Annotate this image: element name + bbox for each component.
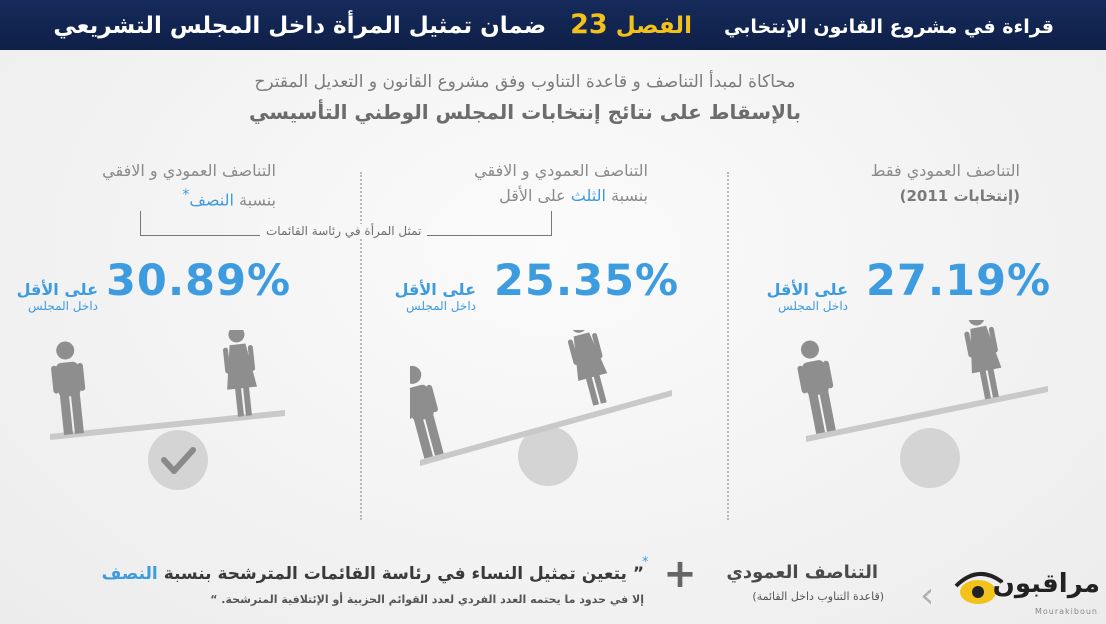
left-seesaw (48, 330, 285, 490)
middle-column-title: التناصف العمودي و الافقي (474, 161, 648, 180)
left-column-title: التناصف العمودي و الافقي (102, 161, 276, 180)
quote-detail: إلا في حدود ما يحتمه العدد الفردي لعدد ا… (210, 593, 644, 606)
middle-beam (420, 390, 672, 466)
intro-line-1: محاكاة لمبدأ التناصف و قاعدة التناوب وفق… (254, 72, 796, 92)
middle-fulcrum (518, 426, 578, 486)
plus-icon: + (663, 551, 697, 597)
bottom-vertical-title: التناصف العمودي (726, 562, 878, 583)
column-separator (360, 172, 362, 520)
leadership-bracket-label: تمثل المرأة في رئاسة القائمات (260, 224, 428, 238)
right-fulcrum (900, 428, 960, 488)
middle-column-ratio: بنسبة الثلث على الأقل (328, 183, 648, 208)
header-bar: قراءة في مشروع القانون الإنتخابي الفصل 2… (0, 0, 1106, 50)
header-title: قراءة في مشروع القانون الإنتخابي الفصل 2… (53, 6, 1054, 44)
middle-man-icon (410, 362, 450, 461)
quote-main: ” يتعين تمثيل النساء في رئاسة القائمات ا… (102, 564, 644, 584)
left-min-label: على الأقل (16, 280, 98, 299)
left-inside-label: داخل المجلس (28, 299, 98, 313)
quote-main-text: يتعين تمثيل النساء في رئاسة القائمات الم… (163, 564, 627, 584)
left-column-ratio: بنسبة النصف* (0, 183, 276, 212)
header-chapter-label: الفصل (615, 13, 692, 39)
right-inside-label: داخل المجلس (778, 299, 848, 313)
right-beam (806, 386, 1048, 442)
left-fulcrum (148, 430, 208, 490)
middle-inside-label: داخل المجلس (406, 299, 476, 313)
right-man-icon (792, 337, 842, 436)
header-chapter-number: 23 (570, 9, 608, 40)
middle-ratio-prefix: بنسبة (611, 186, 648, 205)
middle-seesaw (410, 330, 672, 486)
left-man-icon (48, 339, 90, 436)
left-ratio-word: النصف (189, 190, 234, 210)
intro-line-2: بالإسقاط على نتائج إنتخابات المجلس الوطن… (249, 100, 801, 124)
middle-ratio-word: الثلث (570, 186, 606, 205)
quote-star: * (642, 555, 649, 570)
middle-percentage: 25.35% (494, 256, 680, 306)
left-ratio-star: * (182, 187, 190, 203)
right-column-title: التناصف العمودي فقط (870, 161, 1020, 180)
logo-mark (954, 572, 1004, 604)
left-column-heading: التناصف العمودي و الافقي بنسبة النصف* (0, 158, 276, 212)
left-percentage-caption: على الأقل داخل المجلس (0, 280, 98, 313)
logo-name: مراقبون (992, 569, 1100, 599)
quote-open-mark: ” (632, 564, 644, 584)
right-column-subtitle: (إنتخابات 2011) (899, 187, 1020, 205)
left-percentage: 30.89% (106, 256, 292, 306)
middle-column-heading: التناصف العمودي و الافقي بنسبة الثلث على… (328, 158, 648, 208)
column-separator (727, 172, 729, 520)
quote-close-mark: “ (210, 593, 218, 606)
quote-detail-text: إلا في حدود ما يحتمه العدد الفردي لعدد ا… (221, 593, 644, 606)
header-part2: ضمان تمثيل المرأة داخل المجلس التشريعي (53, 13, 547, 39)
logo-latin-name: Mourakiboun (1034, 607, 1098, 616)
left-ratio-prefix: بنسبة (239, 190, 276, 210)
left-woman-icon (220, 330, 260, 418)
bottom-vertical-subtitle: (قاعدة التناوب داخل القائمة) (752, 590, 884, 603)
middle-percentage-caption: على الأقل داخل المجلس (366, 280, 476, 313)
right-min-label: على الأقل (766, 280, 848, 299)
middle-min-label: على الأقل (394, 280, 476, 299)
middle-woman-icon (562, 330, 615, 408)
right-woman-icon (960, 320, 1007, 401)
right-percentage-caption: على الأقل داخل المجلس (738, 280, 848, 313)
chevron-left-icon: ‹ (920, 575, 935, 616)
right-column-heading: التناصف العمودي فقط (إنتخابات 2011) (700, 158, 1020, 209)
right-seesaw (792, 320, 1048, 488)
header-part1: قراءة في مشروع القانون الإنتخابي (724, 16, 1054, 38)
check-icon (161, 447, 196, 474)
middle-ratio-suffix: على الأقل (499, 186, 566, 205)
left-beam (50, 410, 285, 440)
right-percentage: 27.19% (866, 256, 1052, 306)
quote-main-emphasis: النصف (101, 564, 158, 584)
